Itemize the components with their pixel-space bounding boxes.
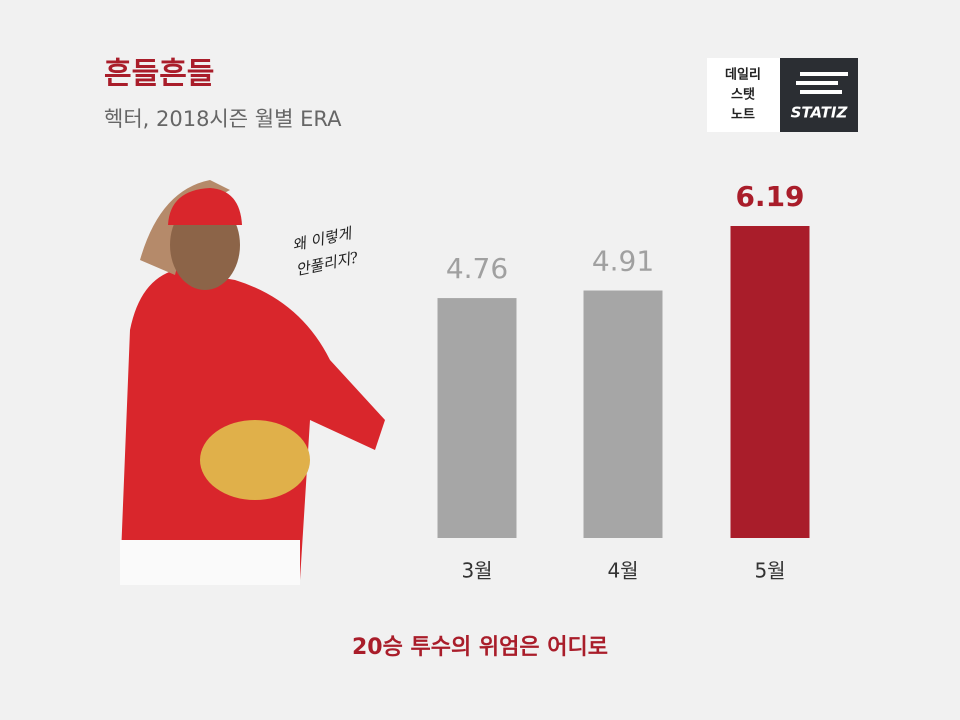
bar: [730, 226, 810, 538]
chart-subtitle: 헥터, 2018시즌 월별 ERA: [104, 107, 342, 131]
player-illustration: [120, 180, 385, 585]
annotation: 20승 투수의 위엄은 어디로: [352, 635, 608, 660]
x-tick-label: 3월: [461, 559, 492, 583]
x-tick-label: 5월: [754, 559, 785, 583]
player-cap: [168, 188, 242, 225]
value-label: 4.76: [446, 252, 508, 285]
player-pants: [120, 540, 300, 585]
logo-box: [707, 58, 780, 132]
logo-text: 데일리: [725, 67, 761, 83]
logo-icon: [796, 72, 848, 94]
logo-text: 스탯: [731, 87, 755, 103]
bar: [437, 298, 517, 538]
player-glove: [200, 420, 310, 500]
x-tick-label: 4월: [607, 559, 638, 583]
logo-brand: STATIZ: [791, 104, 849, 122]
logo: 데일리 스탯 노트 STATIZ: [707, 58, 858, 132]
value-label: 4.91: [592, 245, 654, 278]
logo-brand-box: [780, 58, 858, 132]
bar: [583, 290, 663, 538]
logo-text: 노트: [731, 108, 755, 123]
value-label: 6.19: [735, 180, 804, 213]
chart-title: 흔들흔들: [104, 57, 214, 92]
